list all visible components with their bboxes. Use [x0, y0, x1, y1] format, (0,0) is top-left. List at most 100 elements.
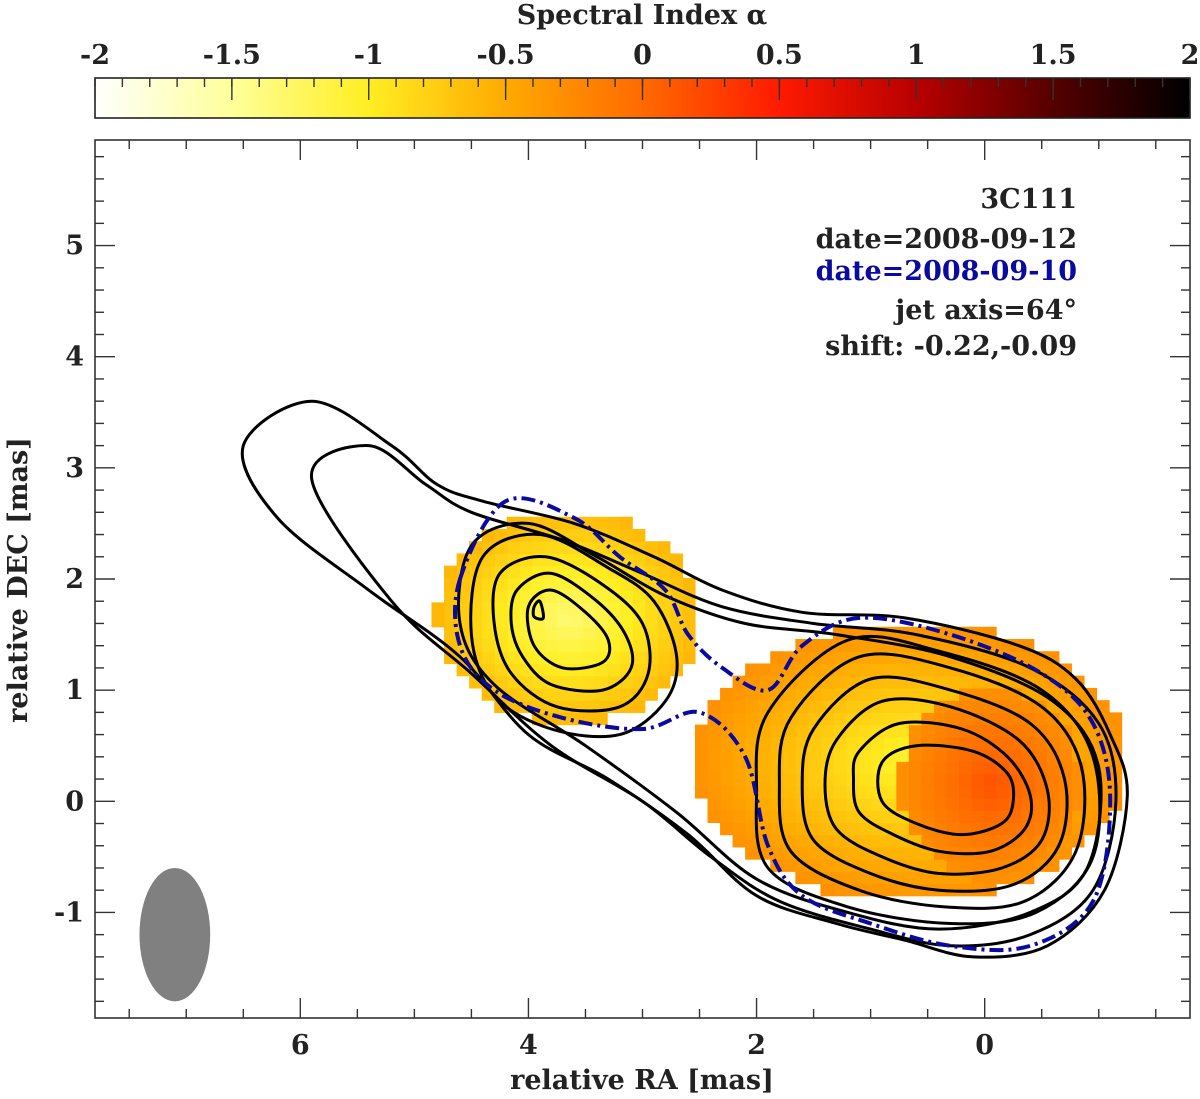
- spectral-index-cell: [1021, 687, 1035, 701]
- spectral-index-cell: [544, 614, 558, 628]
- spectral-index-cell: [945, 749, 960, 762]
- spectral-index-cell: [870, 736, 884, 750]
- spectral-index-cell: [644, 541, 658, 555]
- spectral-index-cell: [732, 797, 746, 811]
- spectral-index-cell: [996, 871, 1010, 885]
- spectral-index-cell: [920, 785, 934, 799]
- spectral-index-cell: [983, 859, 997, 872]
- spectral-index-cell: [933, 810, 947, 823]
- spectral-index-cell: [1033, 749, 1047, 762]
- spectral-index-cell: [807, 810, 822, 823]
- contour-2008-09-12: [509, 571, 635, 693]
- spectral-index-cell: [582, 577, 596, 591]
- spectral-index-cell: [644, 687, 658, 701]
- spectral-index-cell: [795, 846, 809, 860]
- spectral-index-cell: [996, 749, 1010, 762]
- spectral-index-cell: [895, 883, 909, 897]
- spectral-index-cell: [770, 846, 784, 860]
- spectral-index-cell: [1021, 712, 1035, 726]
- spectral-index-cell: [832, 761, 847, 775]
- spectral-index-cell: [720, 700, 734, 713]
- colorbar-tick-label: -0.5: [477, 40, 535, 71]
- spectral-index-cell: [908, 810, 922, 823]
- spectral-index-cell: [945, 834, 960, 848]
- spectral-index-cell: [720, 810, 734, 823]
- spectral-index-cell: [707, 785, 721, 799]
- spectral-index-cell: [895, 724, 909, 738]
- spectral-index-cell: [1033, 736, 1047, 750]
- spectral-index-cell: [607, 577, 621, 591]
- spectral-index-cell: [745, 712, 759, 726]
- spectral-index-cell: [745, 736, 759, 750]
- contour-2008-09-12: [525, 588, 612, 671]
- plot-area: [139, 399, 1129, 1002]
- spectral-index-cell: [644, 602, 658, 616]
- spectral-index-cell: [945, 785, 960, 799]
- spectral-index-cell: [1021, 834, 1035, 848]
- spectral-index-cell: [933, 797, 947, 811]
- contour-2008-09-12: [876, 743, 1016, 837]
- spectral-index-cell: [594, 516, 608, 530]
- spectral-index-cell: [757, 736, 771, 750]
- spectral-index-cell: [933, 724, 947, 738]
- spectral-index-cell: [895, 871, 909, 885]
- spectral-index-cell: [971, 859, 985, 872]
- spectral-index-cell: [832, 663, 847, 677]
- spectral-index-cell: [858, 822, 872, 836]
- spectral-index-cell: [1033, 712, 1047, 726]
- spectral-index-cell: [1046, 663, 1060, 677]
- spectral-index-cell: [444, 626, 458, 640]
- spectral-index-cell: [506, 614, 520, 628]
- spectral-index-cell: [669, 614, 684, 628]
- spectral-index-cell: [858, 834, 872, 848]
- spectral-index-cell: [1046, 651, 1060, 665]
- spectral-index-cell: [1083, 822, 1098, 836]
- spectral-index-cell: [807, 846, 822, 860]
- spectral-index-cell: [745, 663, 759, 677]
- spectral-index-cell: [732, 687, 746, 701]
- spectral-index-cell: [996, 785, 1010, 799]
- spectral-index-cell: [519, 639, 533, 652]
- spectral-index-cell: [1021, 700, 1035, 713]
- spectral-index-cell: [782, 749, 796, 762]
- spectral-index-cell: [958, 736, 972, 750]
- spectral-index-cell: [506, 565, 520, 579]
- spectral-index-cell: [958, 797, 972, 811]
- spectral-index-cell: [858, 749, 872, 762]
- spectral-index-cell: [945, 675, 960, 689]
- spectral-index-cell: [832, 724, 847, 738]
- spectral-index-cell: [607, 687, 621, 701]
- contour-2008-09-12: [754, 634, 1102, 926]
- spectral-index-cell: [908, 761, 922, 775]
- spectral-index-cell: [795, 675, 809, 689]
- spectral-index-cell: [782, 651, 796, 665]
- spectral-index-cell: [607, 663, 621, 677]
- spectral-index-cell: [1008, 749, 1022, 762]
- spectral-index-cell: [1109, 724, 1123, 738]
- spectral-index-cell: [832, 822, 847, 836]
- spectral-index-cell: [732, 761, 746, 775]
- spectral-index-cell: [971, 797, 985, 811]
- spectral-index-cell: [971, 675, 985, 689]
- spectral-index-cell: [1071, 785, 1085, 799]
- spectral-index-cell: [958, 859, 972, 872]
- spectral-index-cell: [782, 822, 796, 836]
- spectral-index-cell: [582, 639, 596, 652]
- spectral-index-cell: [820, 834, 834, 848]
- spectral-index-cell: [745, 687, 759, 701]
- spectral-index-cell: [1046, 822, 1060, 836]
- spectral-index-cell: [983, 797, 997, 811]
- spectral-index-cell: [506, 602, 520, 616]
- spectral-index-cell: [858, 785, 872, 799]
- spectral-index-cell: [770, 785, 784, 799]
- spectral-index-cell: [1058, 846, 1072, 860]
- spectral-index-cell: [1008, 846, 1022, 860]
- spectral-index-cell: [1033, 797, 1047, 811]
- spectral-index-cell: [820, 724, 834, 738]
- spectral-index-cell: [757, 761, 771, 775]
- contour-2008-09-12: [851, 720, 1034, 856]
- spectral-index-cell: [782, 761, 796, 775]
- spectral-index-cell: [807, 651, 822, 665]
- spectral-index-cell: [682, 639, 696, 652]
- spectral-index-cell: [920, 871, 934, 885]
